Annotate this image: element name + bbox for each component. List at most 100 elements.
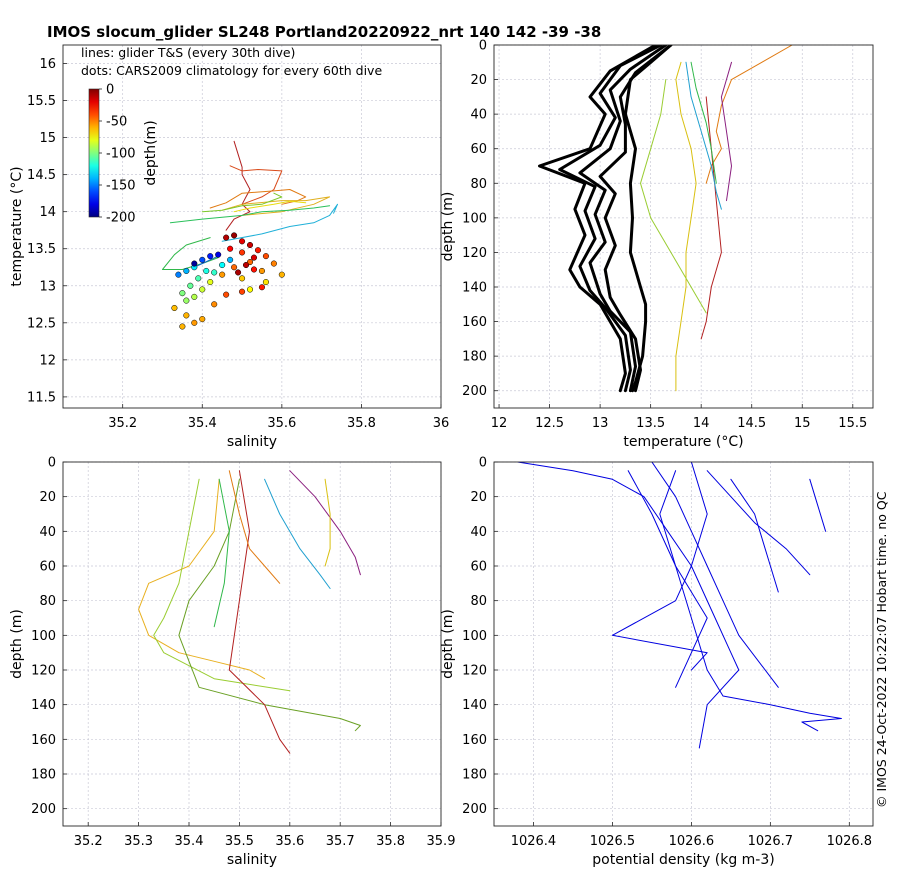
- climatology-dot: [235, 269, 242, 276]
- x-tick-label: 13: [592, 416, 609, 431]
- y-tick-label: 40: [39, 525, 56, 540]
- x-tick-label: 35.9: [427, 834, 456, 849]
- y-tick-label: 120: [462, 246, 487, 261]
- y-tick-label: 0: [48, 456, 56, 471]
- y-tick-label: 120: [31, 664, 56, 679]
- y-tick-label: 20: [39, 490, 56, 505]
- climatology-dot: [223, 291, 230, 298]
- y-tick-label: 40: [470, 108, 487, 123]
- series-line-8: [324, 478, 331, 567]
- climatology-dot: [191, 260, 198, 267]
- plot-area: [517, 462, 842, 749]
- y-tick-label: 100: [462, 211, 487, 226]
- x-tick-label: 1026.6: [669, 834, 715, 849]
- x-tick-label: 35.7: [326, 834, 355, 849]
- x-tick-label: 1026.4: [511, 834, 557, 849]
- climatology-dot: [219, 261, 226, 269]
- climatology-dot: [203, 267, 210, 274]
- climatology-dot: [231, 264, 238, 271]
- y-tick-label: 200: [462, 802, 487, 817]
- y-tick-label: 160: [462, 733, 487, 748]
- y-axis-label: depth (m): [440, 609, 456, 679]
- annotation-text: dots: CARS2009 climatology for every 60t…: [81, 63, 382, 78]
- x-axis-label: temperature (°C): [623, 434, 743, 450]
- y-tick-label: 80: [39, 594, 56, 609]
- axes-frame: [493, 461, 874, 827]
- x-tick-label: 35.4: [175, 834, 204, 849]
- series-line-2: [627, 470, 842, 732]
- x-tick-label: 35.6: [275, 834, 304, 849]
- y-tick-label: 180: [31, 768, 56, 783]
- y-tick-label: 11.5: [27, 390, 56, 405]
- climatology-dot: [199, 256, 206, 263]
- y-tick-label: 80: [470, 177, 487, 192]
- climatology-dot: [199, 316, 206, 323]
- x-tick-label: 35.4: [188, 416, 217, 431]
- series-line-7: [675, 61, 697, 392]
- climatology-dot: [223, 234, 230, 241]
- panel-density-depth: 1026.4 1026.5 1026.6 1026.7 1026.8 0 20 40 60 80 1…: [440, 456, 874, 868]
- climatology-dot: [199, 286, 206, 293]
- x-tick-label: 13.5: [636, 416, 665, 431]
- series-line-8: [659, 470, 708, 688]
- figure-title: IMOS slocum_glider SL248 Portland2022092…: [47, 23, 601, 41]
- series-line-2: [229, 165, 283, 205]
- climatology-dot: [171, 304, 178, 312]
- annotation-text: lines: glider T&S (every 30th dive): [81, 45, 295, 60]
- colorbar-label: depth(m): [143, 120, 159, 185]
- axes-frame: [493, 44, 874, 409]
- y-tick-label: 160: [31, 733, 56, 748]
- y-axis-label: depth (m): [440, 192, 456, 262]
- x-tick-label: 12.5: [535, 416, 564, 431]
- climatology-dot: [207, 253, 214, 260]
- series-line-10: [193, 255, 219, 268]
- climatology-dot: [183, 297, 190, 304]
- y-tick-label: 0: [479, 456, 487, 471]
- x-axis-label: salinity: [227, 852, 277, 868]
- series-line-7: [228, 470, 281, 584]
- climatology-dot: [254, 247, 262, 254]
- colorbar-tick-label: -200: [106, 211, 136, 226]
- climatology-dot: [215, 251, 222, 258]
- x-tick-label: 1026.8: [827, 834, 873, 849]
- climatology-dot: [262, 279, 269, 286]
- series-line-8: [640, 79, 707, 314]
- panel-temperature-depth: 12 12.5 13 13.5 14 14.5 15 15.5 0 20 40 60 80 100 120 1…: [440, 39, 874, 450]
- x-tick-label: 1026.7: [748, 834, 794, 849]
- climatology-dot: [250, 254, 258, 261]
- y-tick-label: 140: [462, 698, 487, 713]
- y-tick-label: 60: [470, 560, 487, 575]
- y-tick-label: 20: [470, 73, 487, 88]
- climatology-dot: [231, 232, 238, 239]
- x-tick-label: 12: [491, 416, 508, 431]
- series-line-3: [690, 462, 740, 749]
- climatology-dot: [219, 271, 226, 278]
- series-line-7: [809, 478, 827, 532]
- series-line-2: [538, 45, 658, 393]
- y-tick-label: 60: [39, 560, 56, 575]
- climatology-dot: [227, 256, 234, 263]
- series-line-1: [623, 45, 673, 393]
- y-tick-label: 40: [470, 525, 487, 540]
- series-line-1: [225, 140, 251, 231]
- y-tick-label: 14.5: [27, 168, 56, 183]
- y-tick-label: 13: [39, 279, 56, 294]
- series-line-6: [289, 470, 361, 576]
- climatology-dot: [211, 301, 218, 308]
- climatology-dot: [239, 275, 246, 282]
- series-line-10: [685, 61, 722, 210]
- x-tick-label: 35.6: [267, 416, 296, 431]
- series-line-3: [558, 45, 663, 393]
- x-tick-label: 35.8: [347, 416, 376, 431]
- climatology-dot: [227, 245, 234, 252]
- plot-area: [138, 470, 361, 754]
- climatology-dot: [191, 319, 198, 326]
- y-tick-label: 15: [39, 131, 56, 146]
- series-line-6: [201, 192, 283, 213]
- axes-frame: [62, 44, 442, 409]
- y-tick-label: 200: [462, 384, 487, 399]
- series-line-9: [213, 478, 230, 628]
- y-tick-label: 20: [470, 490, 487, 505]
- x-tick-label: 35.5: [225, 834, 254, 849]
- climatology-dot: [246, 286, 254, 293]
